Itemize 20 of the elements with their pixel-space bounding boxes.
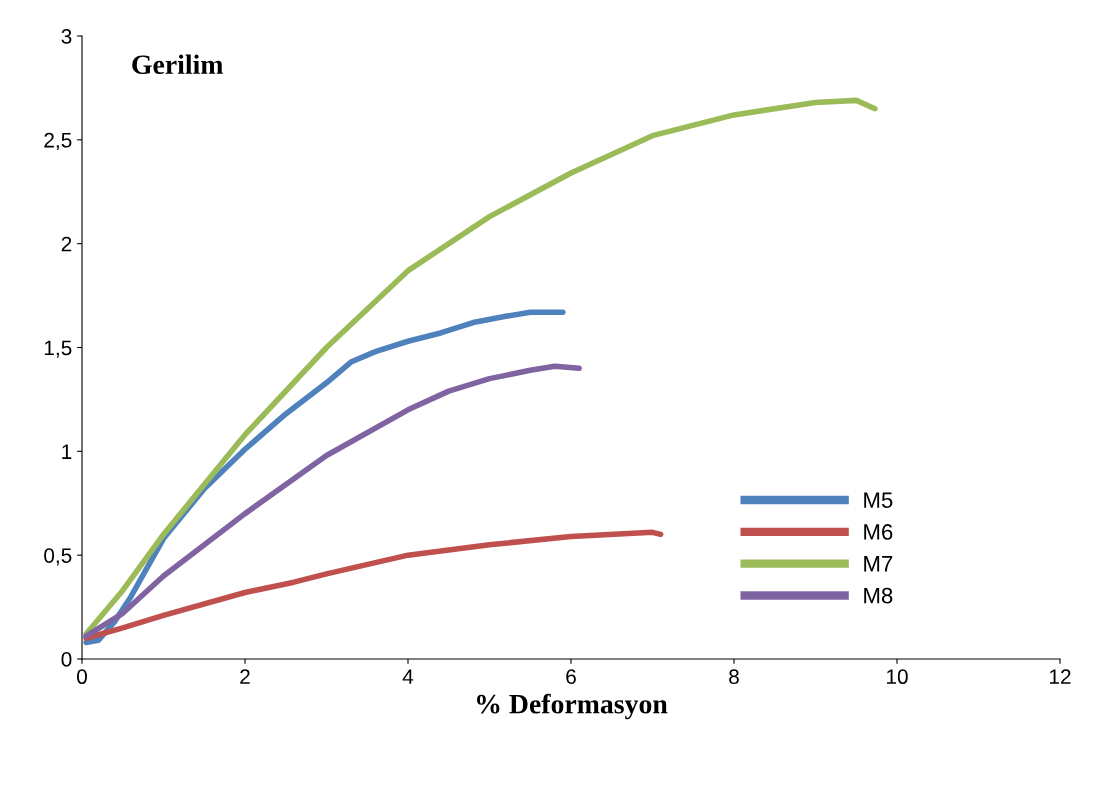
text: Gerilim bbox=[132, 54, 223, 75]
legend-label: M5 bbox=[864, 492, 893, 508]
x-tick-label: 4 bbox=[402, 669, 414, 684]
y-tick-label: 3 bbox=[61, 29, 72, 44]
y-tick-label: 1 bbox=[62, 444, 72, 459]
y-tick-label: 1,5 bbox=[44, 340, 72, 358]
x-tick-label: 12 bbox=[1050, 669, 1071, 684]
x-tick-label: 0 bbox=[77, 669, 87, 685]
legend-label: M8 bbox=[864, 587, 893, 604]
y-tick-label: 2 bbox=[61, 236, 72, 252]
y-tick-label: 0,5 bbox=[44, 548, 72, 566]
x-axis-title: % Deformasyon bbox=[477, 693, 668, 720]
x-tick-label: 2 bbox=[240, 669, 250, 684]
legend-label: M6 bbox=[864, 524, 893, 540]
legend-label: M7 bbox=[864, 556, 893, 572]
x-tick-label: 6 bbox=[566, 669, 576, 685]
y-tick-label: 0 bbox=[61, 652, 72, 667]
y-tick-label: 2,5 bbox=[44, 132, 72, 151]
x-tick-label: 8 bbox=[729, 669, 739, 685]
x-tick-label: 10 bbox=[887, 669, 908, 685]
